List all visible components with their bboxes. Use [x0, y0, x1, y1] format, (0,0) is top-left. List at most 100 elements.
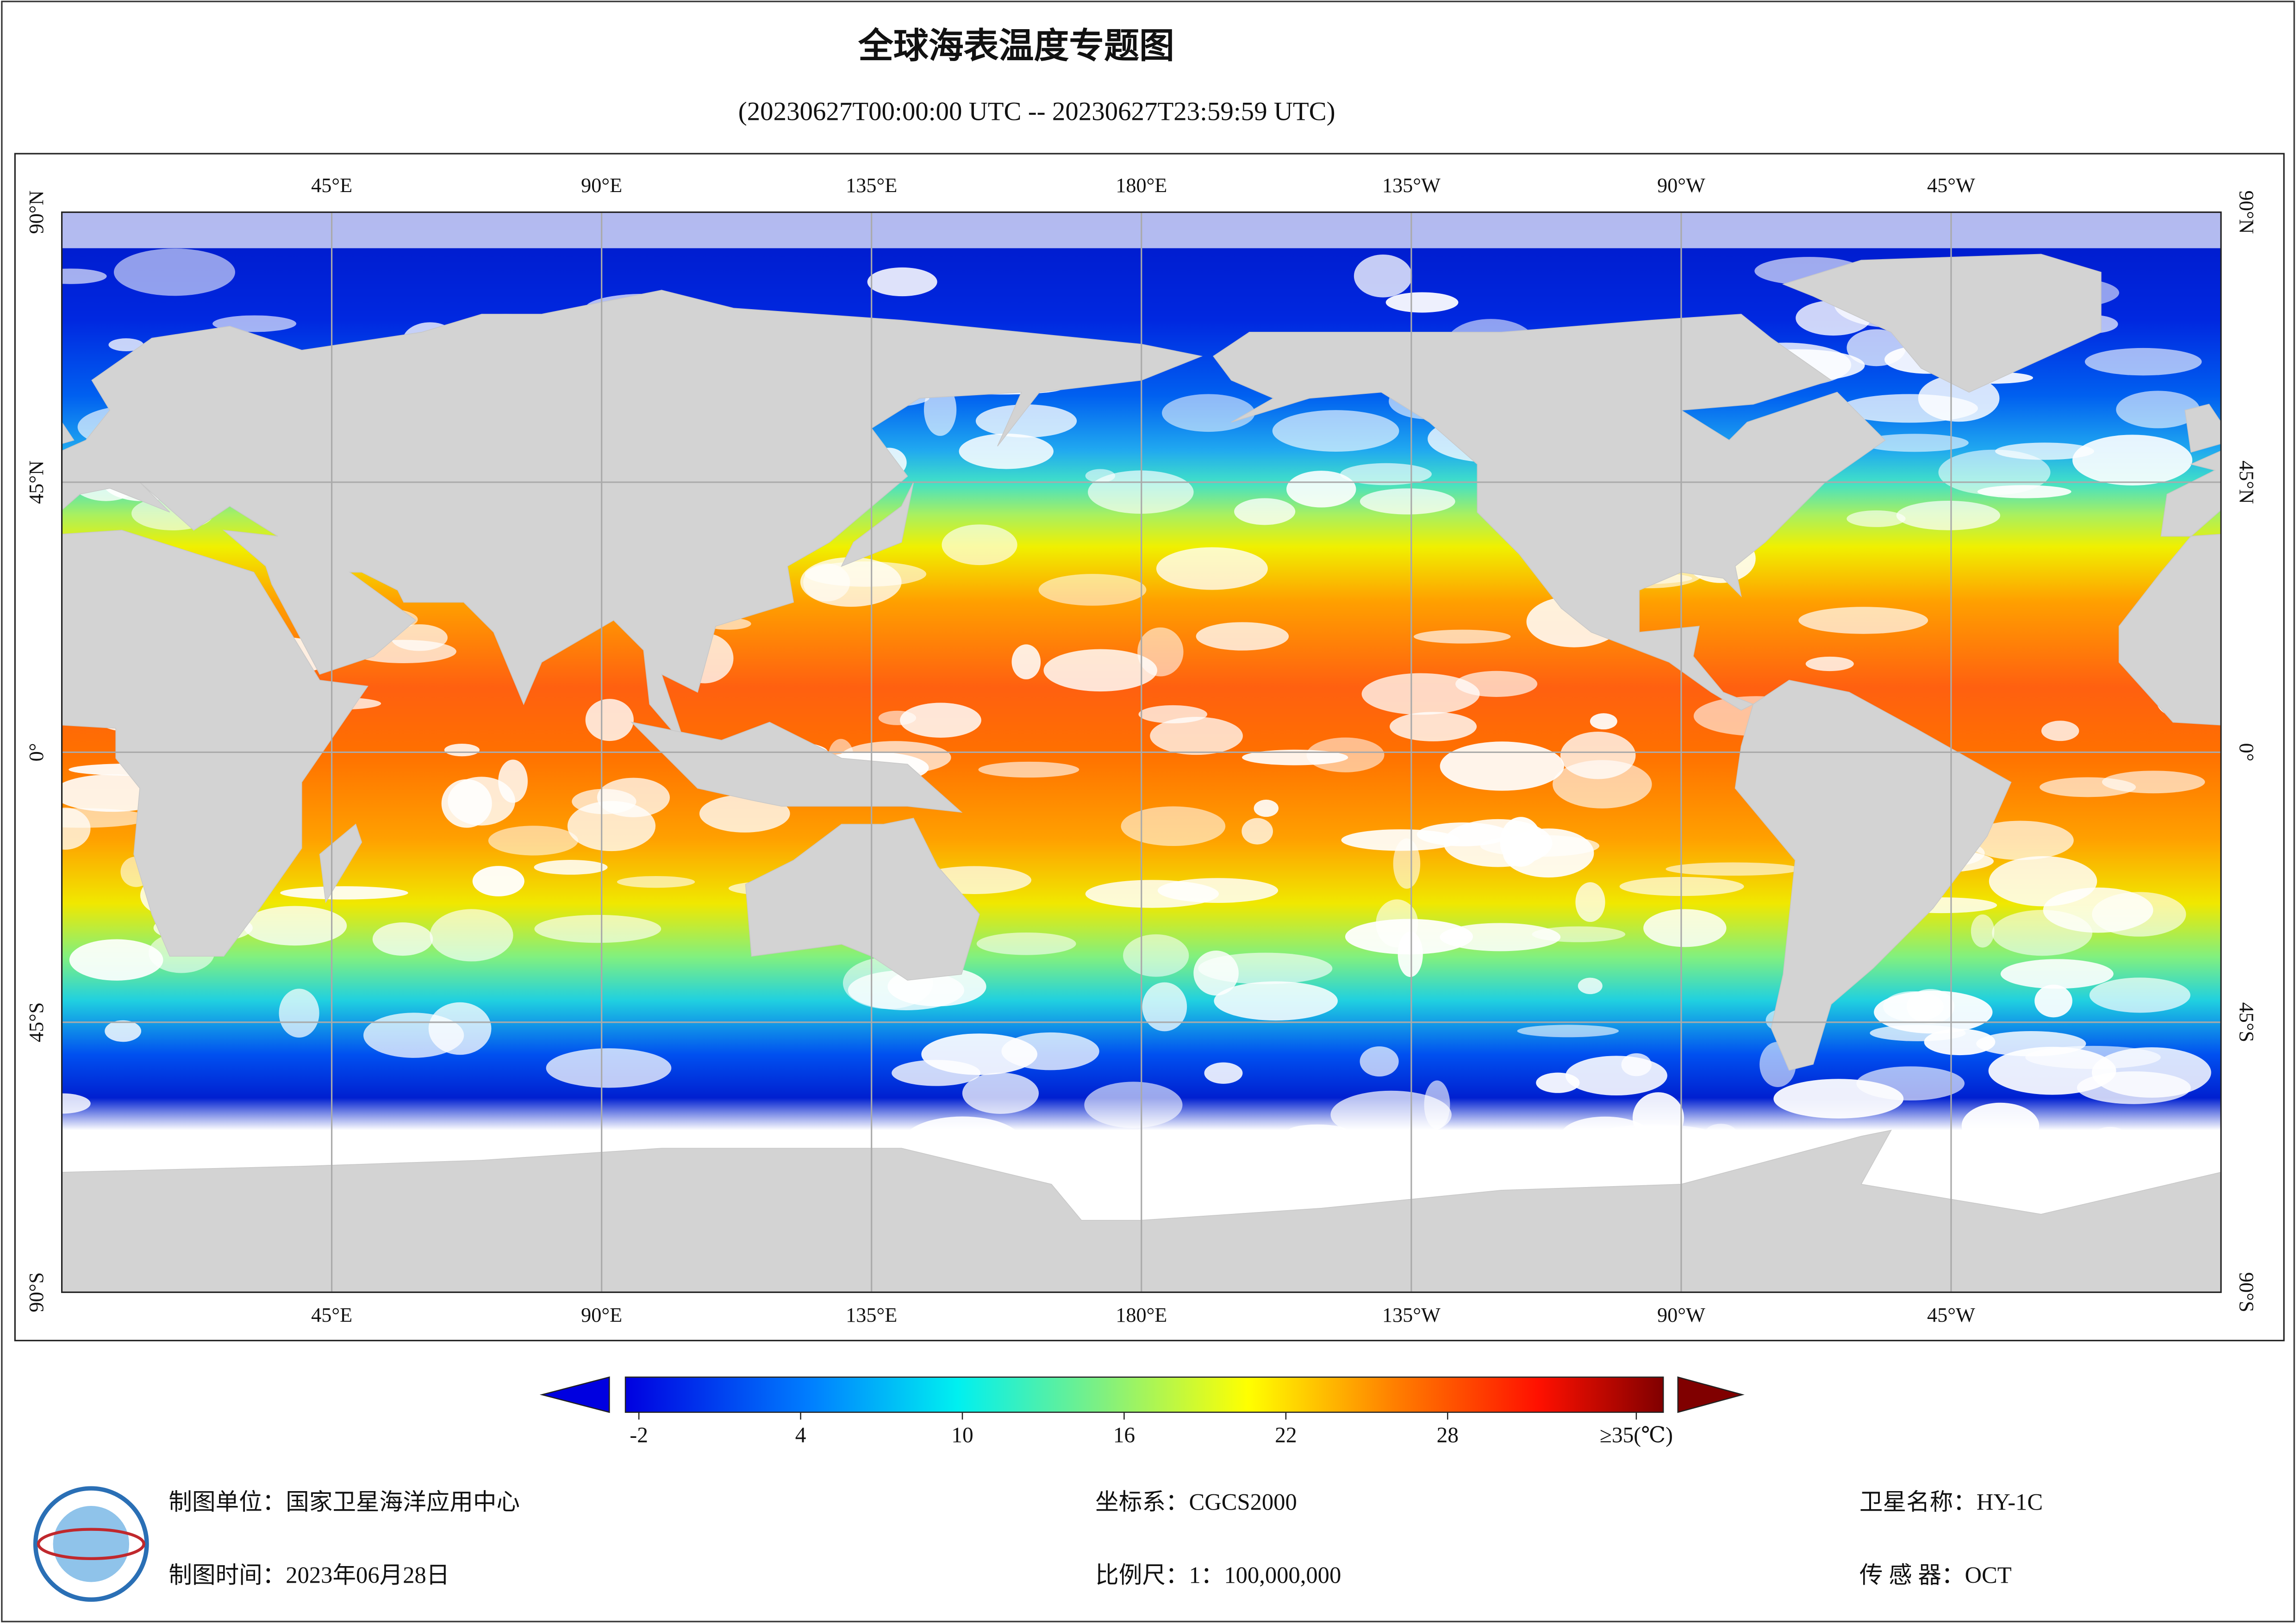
cloud [372, 922, 433, 956]
land-mass [2118, 534, 2221, 726]
cloud [585, 699, 634, 741]
lat-tick-label: 90°S [2235, 1272, 2258, 1312]
cloud [1961, 1102, 2040, 1149]
lat-tick-label: 45°S [25, 1002, 48, 1043]
cloud [1856, 1066, 1965, 1101]
cloud [1575, 882, 1605, 922]
cloud [1854, 1147, 1990, 1190]
cloud [1440, 923, 1561, 951]
cloud [1242, 818, 1273, 845]
land-mass [62, 529, 368, 957]
cloud [534, 914, 661, 943]
cloud [62, 1093, 91, 1114]
cloud [803, 563, 850, 602]
cloud [1157, 878, 1279, 903]
cloud [1011, 644, 1041, 679]
cloud [1590, 713, 1617, 730]
cloud [488, 826, 579, 856]
cloud [1234, 498, 1296, 525]
cloud [1976, 1031, 2086, 1057]
cloud [1204, 1062, 1243, 1084]
cloud [280, 886, 408, 900]
cloud [1121, 806, 1226, 846]
cloud [1500, 817, 1542, 867]
cloud [699, 795, 790, 833]
footer-scale: 比例尺：1：100,000,000 [1095, 1562, 1341, 1588]
cloud [448, 777, 516, 826]
cloud [1156, 547, 1268, 590]
footer-unit: 制图单位：国家卫星海洋应用中心 [168, 1489, 520, 1515]
cloud [1038, 574, 1147, 606]
cloud [1643, 909, 1727, 947]
land-mass [841, 482, 914, 567]
cloud [444, 743, 480, 757]
cloud [2084, 348, 2202, 376]
cloud [2043, 887, 2153, 933]
colorbar-high-arrow [1677, 1376, 1745, 1413]
cloud [113, 249, 235, 296]
logo [33, 1486, 149, 1602]
cloud [848, 970, 964, 1010]
land-mass [630, 721, 963, 813]
lat-tick-label: 45°N [2235, 460, 2258, 504]
cloud [1272, 410, 1399, 452]
land-mass [745, 818, 980, 981]
lon-tick-label: 135°E [846, 1304, 897, 1326]
map-border [61, 211, 2222, 1293]
land-mass [1213, 314, 1886, 711]
cloud [1906, 989, 1954, 1024]
cloud [921, 1033, 1037, 1075]
cloud [1440, 741, 1564, 791]
cloud [62, 808, 150, 828]
cloud [546, 1048, 672, 1088]
cloud [2095, 1126, 2125, 1142]
cloud [1870, 1025, 1966, 1041]
logo-orbit [37, 1528, 145, 1561]
cloud [2077, 1071, 2191, 1104]
cloud [1578, 977, 1603, 995]
lat-tick-label: 90°S [25, 1272, 48, 1312]
lon-tick-label: 45°E [311, 174, 352, 197]
cloud [1517, 1025, 1619, 1038]
cloud [1385, 292, 1459, 313]
cloud [1967, 821, 2074, 860]
lat-tick-label: 0° [25, 743, 48, 762]
cloud [942, 524, 1017, 566]
land-mass [2184, 404, 2221, 453]
cloud [962, 1072, 1039, 1114]
lat-tick-label: 90°N [25, 191, 48, 234]
cloud [1196, 622, 1289, 651]
cloud [1455, 671, 1538, 697]
cloud [1525, 1138, 1648, 1178]
lon-tick-label: 90°E [581, 174, 622, 197]
lat-tick-label: 0° [2235, 743, 2258, 762]
cloud [1798, 607, 1928, 634]
lon-tick-label: 90°W [1657, 174, 1705, 197]
footer-sensor: 传 感 器：OCT [1859, 1562, 2012, 1588]
subtitle: (20230627T00:00:00 UTC -- 20230627T23:59… [738, 97, 1335, 126]
cloud [2116, 391, 2200, 429]
lon-tick-label: 45°E [311, 1304, 352, 1326]
cloud [2072, 435, 2193, 486]
cloud [1971, 914, 1995, 948]
cloud [2041, 721, 2079, 741]
colorbar-tick-label: 22 [1275, 1423, 1297, 1447]
cloud [1162, 394, 1255, 432]
cloud [1632, 1092, 1684, 1144]
cloud [1861, 434, 1969, 452]
colorbar-tick-label: ≥35(℃) [1600, 1423, 1673, 1447]
cloud [428, 1002, 492, 1055]
cloud [1805, 656, 1854, 672]
lat-tick-label: 45°N [25, 460, 48, 504]
title: 全球海表温度专题图 [858, 27, 1174, 66]
cloud [1705, 1124, 1737, 1143]
cloud [1142, 982, 1187, 1032]
cloud [1340, 463, 1432, 485]
cloud [903, 1116, 1023, 1168]
cloud [1150, 717, 1243, 755]
cloud [69, 939, 163, 981]
lon-tick-label: 135°W [1382, 174, 1441, 197]
cloud [1214, 981, 1338, 1021]
cloud [1553, 760, 1652, 808]
colorbar-tick-label: 16 [1113, 1423, 1135, 1447]
